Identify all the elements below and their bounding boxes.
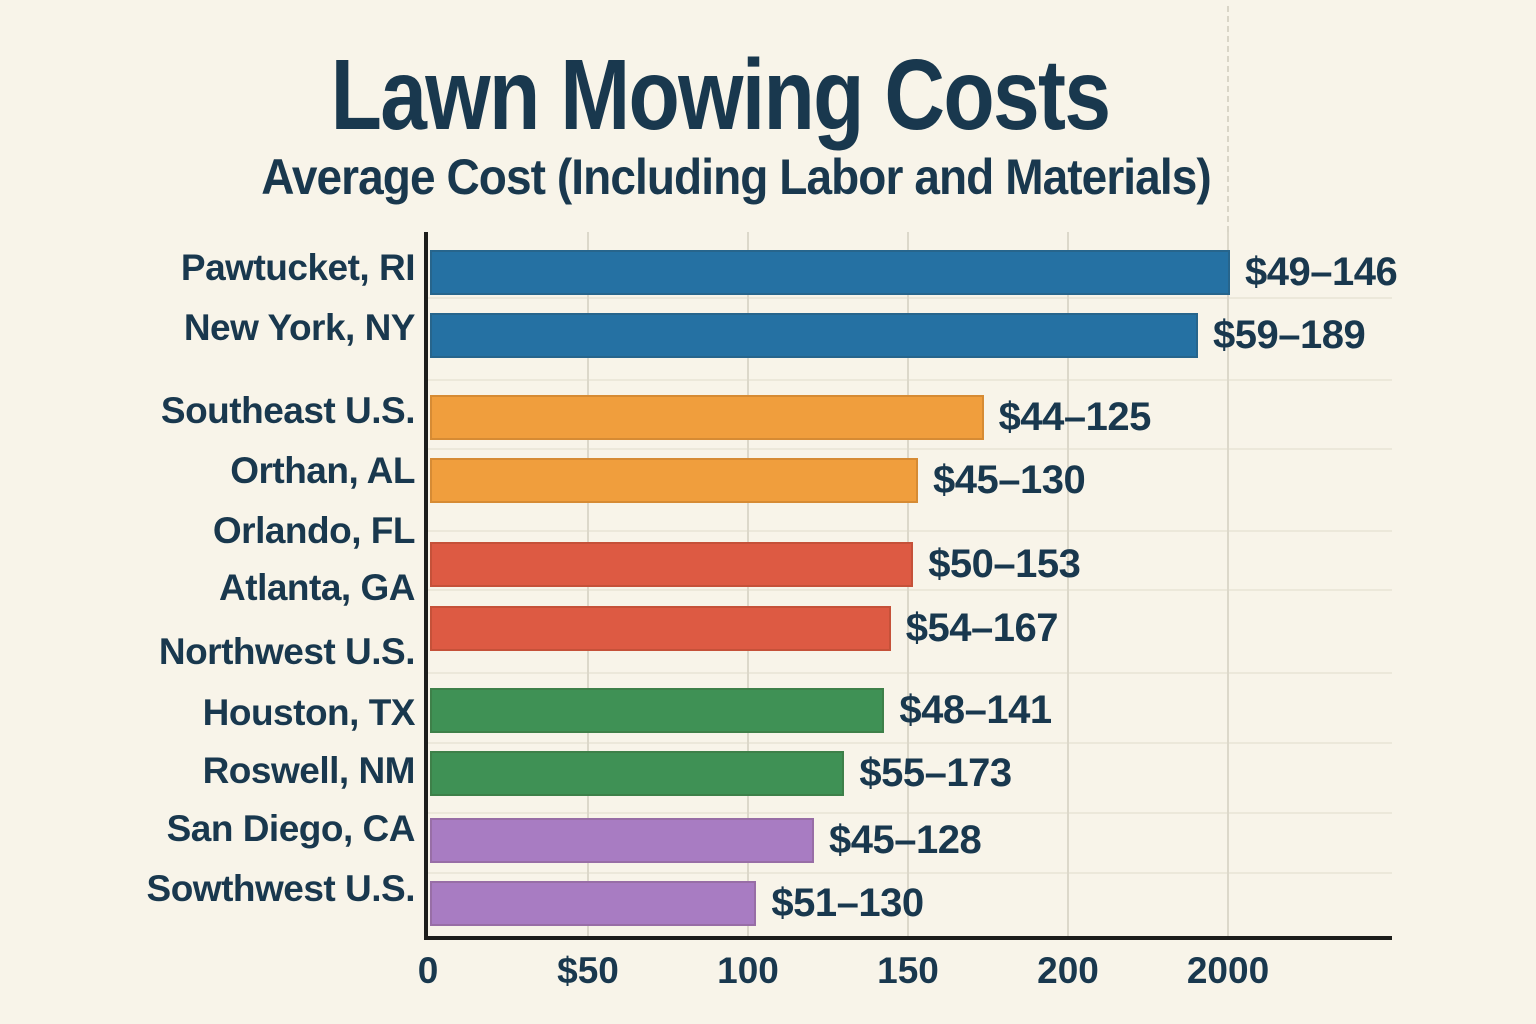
row-label: Orlando, FL [212,510,416,551]
bar-green [430,688,885,733]
bar-orange [430,458,918,503]
bar-red [430,606,891,651]
bar-purple [430,818,814,863]
bar-value-label: $49–146 [1245,250,1398,294]
x-axis-tick-label: 0 [417,950,439,991]
h-gridline [428,297,1392,299]
v-gridline [1227,232,1229,938]
bar-blue [430,313,1198,358]
row-label: Sowthwest U.S. [146,868,416,909]
h-gridline [428,589,1392,591]
h-gridline [428,530,1392,532]
v-gridline [1067,232,1069,938]
bar-value-label: $48–141 [899,688,1052,732]
bar-value-label: $44–125 [998,395,1152,439]
h-gridline [428,812,1392,814]
x-axis-tick-label: $50 [557,950,619,991]
x-axis-line [424,936,1392,940]
x-axis-tick-label: 150 [877,950,939,991]
bar-value-label: $45–128 [829,818,982,862]
bar-value-label: $51–130 [771,881,924,925]
bar-purple [430,881,757,926]
y-axis-line [424,232,428,940]
row-label: Orthan, AL [230,450,415,491]
h-gridline [428,742,1392,744]
x-axis-tick-label: 200 [1037,950,1099,991]
bar-value-label: $45–130 [933,458,1086,502]
x-axis-tick-label: 2000 [1186,950,1270,991]
chart-subtitle: Average Cost (Including Labor and Materi… [261,149,1211,205]
bar-orange [430,395,984,440]
h-gridline [428,448,1392,450]
h-gridline [428,872,1392,874]
bar-value-label: $50–153 [928,542,1081,586]
h-gridline [428,379,1392,381]
x-axis-tick-label: 100 [717,950,779,991]
v-gridline-dashed [1227,6,1229,232]
bar-value-label: $59–189 [1213,313,1366,357]
bar-blue [430,250,1230,295]
row-label: San Diego, CA [166,808,416,849]
row-label: New York, NY [183,307,416,348]
row-label: Pawtucket, RI [180,247,416,288]
chart-title: Lawn Mowing Costs [330,39,1111,151]
row-label: Southeast U.S. [160,390,416,431]
bar-value-label: $55–173 [859,751,1012,795]
row-label: Houston, TX [202,692,416,733]
bar-value-label: $54–167 [905,606,1059,650]
bar-green [430,751,845,796]
h-gridline [428,672,1392,674]
row-label: Atlanta, GA [219,567,415,608]
bar-red [430,542,914,587]
row-label: Northwest U.S. [158,631,416,672]
row-label: Roswell, NM [202,750,416,791]
